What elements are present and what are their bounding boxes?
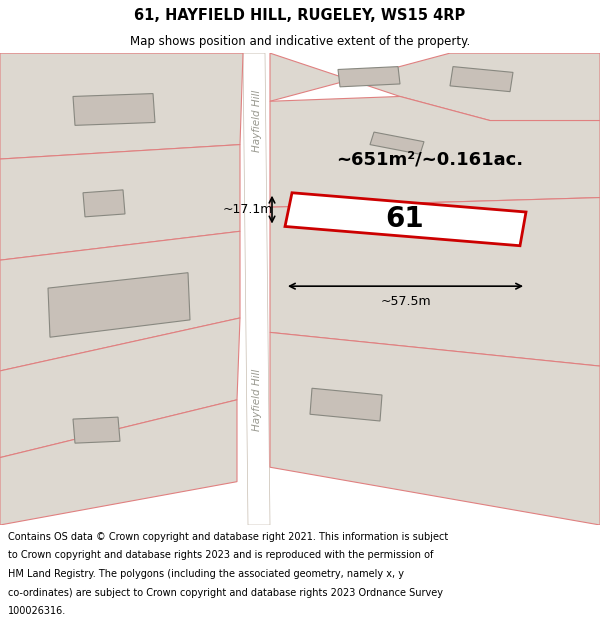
- Text: Hayfield Hill: Hayfield Hill: [252, 89, 262, 152]
- Text: Map shows position and indicative extent of the property.: Map shows position and indicative extent…: [130, 35, 470, 48]
- Polygon shape: [0, 400, 237, 525]
- Polygon shape: [73, 417, 120, 443]
- Polygon shape: [450, 67, 513, 92]
- Polygon shape: [243, 53, 270, 525]
- Polygon shape: [0, 53, 243, 159]
- Polygon shape: [0, 318, 240, 458]
- Polygon shape: [48, 272, 190, 338]
- Polygon shape: [0, 144, 240, 260]
- Text: HM Land Registry. The polygons (including the associated geometry, namely x, y: HM Land Registry. The polygons (includin…: [8, 569, 404, 579]
- Text: ~651m²/~0.161ac.: ~651m²/~0.161ac.: [337, 150, 524, 168]
- Text: to Crown copyright and database rights 2023 and is reproduced with the permissio: to Crown copyright and database rights 2…: [8, 551, 433, 561]
- Polygon shape: [310, 388, 382, 421]
- Polygon shape: [73, 94, 155, 126]
- Text: 100026316.: 100026316.: [8, 606, 66, 616]
- Text: 61, HAYFIELD HILL, RUGELEY, WS15 4RP: 61, HAYFIELD HILL, RUGELEY, WS15 4RP: [134, 8, 466, 23]
- Polygon shape: [270, 96, 600, 208]
- Polygon shape: [370, 132, 424, 154]
- Polygon shape: [0, 231, 240, 371]
- Polygon shape: [270, 198, 600, 366]
- Text: Contains OS data © Crown copyright and database right 2021. This information is : Contains OS data © Crown copyright and d…: [8, 532, 448, 542]
- Polygon shape: [83, 190, 125, 217]
- Polygon shape: [270, 53, 600, 121]
- Text: co-ordinates) are subject to Crown copyright and database rights 2023 Ordnance S: co-ordinates) are subject to Crown copyr…: [8, 588, 443, 598]
- Text: Hayfield Hill: Hayfield Hill: [252, 369, 262, 431]
- Polygon shape: [285, 192, 526, 246]
- Text: ~17.1m: ~17.1m: [223, 203, 273, 216]
- Text: 61: 61: [386, 205, 424, 232]
- Polygon shape: [338, 67, 400, 87]
- Text: ~57.5m: ~57.5m: [380, 295, 431, 308]
- Polygon shape: [270, 332, 600, 525]
